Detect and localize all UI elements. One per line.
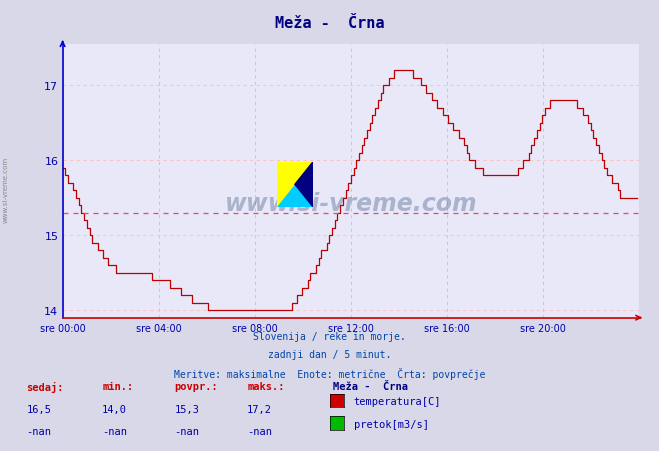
- Text: www.si-vreme.com: www.si-vreme.com: [225, 191, 477, 215]
- Polygon shape: [277, 162, 313, 207]
- Text: -nan: -nan: [102, 426, 127, 436]
- Text: sedaj:: sedaj:: [26, 381, 64, 392]
- Polygon shape: [295, 162, 313, 207]
- Text: min.:: min.:: [102, 381, 133, 391]
- Text: Meritve: maksimalne  Enote: metrične  Črta: povprečje: Meritve: maksimalne Enote: metrične Črta…: [174, 368, 485, 380]
- Text: -nan: -nan: [175, 426, 200, 436]
- Text: maks.:: maks.:: [247, 381, 285, 391]
- Text: -nan: -nan: [247, 426, 272, 436]
- Polygon shape: [277, 162, 313, 207]
- Text: Slovenija / reke in morje.: Slovenija / reke in morje.: [253, 331, 406, 341]
- Text: pretok[m3/s]: pretok[m3/s]: [354, 419, 429, 429]
- Text: zadnji dan / 5 minut.: zadnji dan / 5 minut.: [268, 350, 391, 359]
- Text: temperatura[C]: temperatura[C]: [354, 396, 442, 406]
- Text: 17,2: 17,2: [247, 404, 272, 414]
- Text: 14,0: 14,0: [102, 404, 127, 414]
- Text: Meža -  Črna: Meža - Črna: [333, 381, 408, 391]
- Text: povpr.:: povpr.:: [175, 381, 218, 391]
- Text: www.si-vreme.com: www.si-vreme.com: [2, 156, 9, 222]
- Text: 16,5: 16,5: [26, 404, 51, 414]
- Text: 15,3: 15,3: [175, 404, 200, 414]
- Text: Meža -  Črna: Meža - Črna: [275, 16, 384, 31]
- Text: -nan: -nan: [26, 426, 51, 436]
